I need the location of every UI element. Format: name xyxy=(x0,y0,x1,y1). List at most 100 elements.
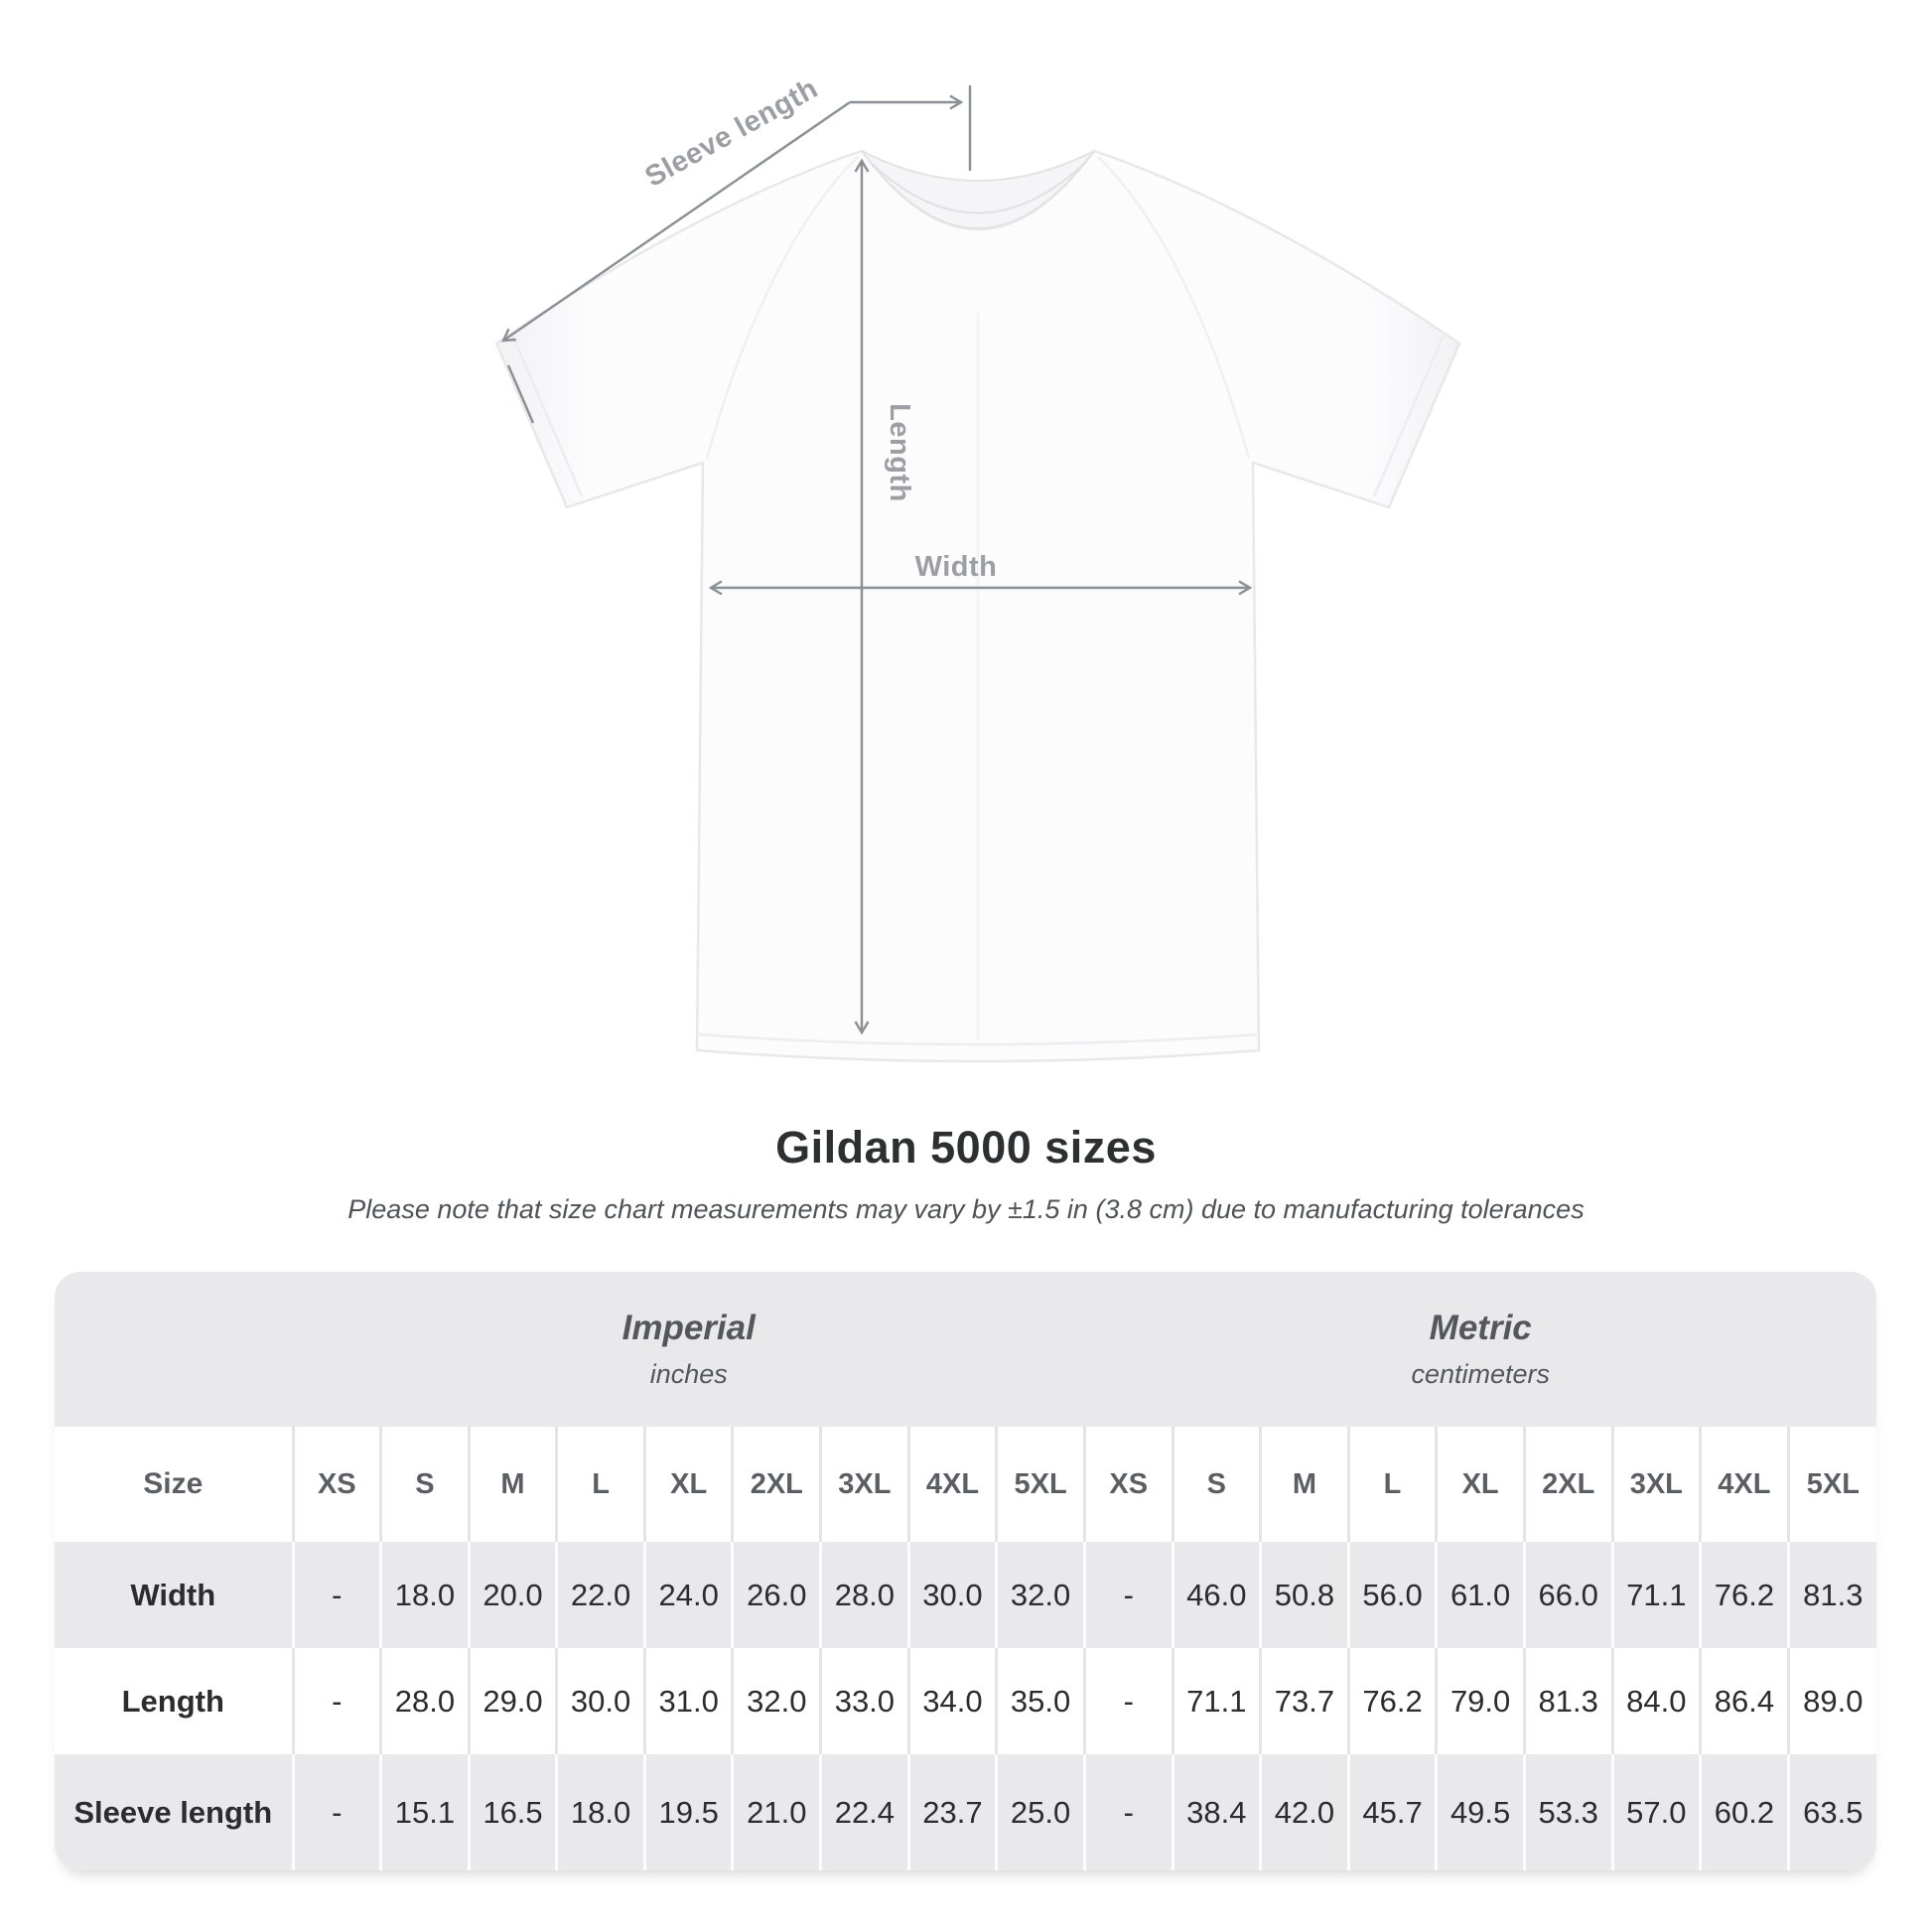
table-cell: 19.5 xyxy=(642,1754,733,1870)
table-cell: 53.3 xyxy=(1522,1754,1612,1870)
tolerance-note: Please note that size chart measurements… xyxy=(347,1194,1585,1224)
table-cell: 15.1 xyxy=(379,1754,470,1870)
table-cell: 25.0 xyxy=(995,1754,1085,1870)
table-cell: 57.0 xyxy=(1610,1754,1701,1870)
length-row: Length - 28.0 29.0 30.0 31.0 32.0 33.0 3… xyxy=(55,1648,1876,1754)
table-cell: 76.2 xyxy=(1699,1542,1789,1648)
metric-header: Metric centimeters xyxy=(1084,1272,1876,1427)
table-cell: 56.0 xyxy=(1346,1542,1437,1648)
dimension-lines xyxy=(501,85,1253,1035)
table-cell: 71.1 xyxy=(1610,1542,1701,1648)
length-label: Length xyxy=(884,403,915,502)
table-cell: 66.0 xyxy=(1522,1542,1612,1648)
table-cell: 28.0 xyxy=(819,1542,909,1648)
table-cell: 18.0 xyxy=(379,1542,470,1648)
size-col-header: 4XL xyxy=(906,1427,997,1542)
size-col-header: L xyxy=(555,1427,645,1542)
row-label: Length xyxy=(55,1648,294,1754)
table-cell: 63.5 xyxy=(1786,1754,1876,1870)
width-label: Width xyxy=(915,551,998,583)
size-col-header: 3XL xyxy=(1610,1427,1701,1542)
left-armhole-seam xyxy=(705,156,859,460)
table-cell: 23.7 xyxy=(906,1754,997,1870)
table-cell: 42.0 xyxy=(1259,1754,1349,1870)
row-label: Sleeve length xyxy=(55,1754,294,1870)
sleeve-length-row: Sleeve length - 15.1 16.5 18.0 19.5 21.0… xyxy=(55,1754,1876,1870)
table-cell: 46.0 xyxy=(1171,1542,1261,1648)
table-cell: 28.0 xyxy=(379,1648,470,1754)
table-cell: 21.0 xyxy=(731,1754,821,1870)
table-cell: 32.0 xyxy=(995,1542,1085,1648)
tshirt-illustration xyxy=(494,149,1461,1063)
page-title: Gildan 5000 sizes xyxy=(775,1122,1157,1173)
table-cell: 16.5 xyxy=(467,1754,557,1870)
table-cell: - xyxy=(291,1648,381,1754)
size-col-header: XS xyxy=(1082,1427,1173,1542)
table-cell: 30.0 xyxy=(555,1648,645,1754)
tshirt-collar xyxy=(861,150,1095,229)
sleeve-arrow-diagonal xyxy=(501,101,851,343)
size-header-row: Size XS S M L XL 2XL 3XL 4XL 5XL XS S M … xyxy=(55,1427,1876,1542)
table-cell: 33.0 xyxy=(819,1648,909,1754)
size-col-header: M xyxy=(467,1427,557,1542)
table-cell: 50.8 xyxy=(1259,1542,1349,1648)
table-cell: 86.4 xyxy=(1699,1648,1789,1754)
table-cell: 89.0 xyxy=(1786,1648,1876,1754)
table-cell: 29.0 xyxy=(467,1648,557,1754)
width-row: Width - 18.0 20.0 22.0 24.0 26.0 28.0 30… xyxy=(55,1542,1876,1648)
table-cell: 24.0 xyxy=(642,1542,733,1648)
size-header-cell: Size xyxy=(55,1427,294,1542)
table-cell: 60.2 xyxy=(1699,1754,1789,1870)
row-label: Width xyxy=(55,1542,294,1648)
table-cell: - xyxy=(1082,1648,1173,1754)
table-cell: 81.3 xyxy=(1522,1648,1612,1754)
table-cell: 61.0 xyxy=(1435,1542,1525,1648)
tshirt-measurement-diagram: Sleeve length Length Width xyxy=(494,72,1461,1063)
size-col-header: 5XL xyxy=(1786,1427,1876,1542)
right-cuff-seam xyxy=(1372,332,1447,497)
size-col-header: S xyxy=(379,1427,470,1542)
table-cell: 84.0 xyxy=(1610,1648,1701,1754)
sleeve-end-tick xyxy=(506,364,535,424)
collar-band-seam xyxy=(869,161,1087,214)
size-chart-table: Imperial inches Metric centimeters Size … xyxy=(55,1272,1876,1870)
table-cell: 34.0 xyxy=(906,1648,997,1754)
table-cell: 81.3 xyxy=(1786,1542,1876,1648)
table-cell: 73.7 xyxy=(1259,1648,1349,1754)
imperial-unit: inches xyxy=(649,1358,728,1389)
size-col-header: 5XL xyxy=(995,1427,1085,1542)
unit-header-spacer xyxy=(55,1272,294,1427)
table-cell: 31.0 xyxy=(642,1648,733,1754)
size-col-header: M xyxy=(1259,1427,1349,1542)
right-armhole-seam xyxy=(1097,156,1251,460)
table-cell: 49.5 xyxy=(1435,1754,1525,1870)
hem-seam xyxy=(698,1033,1258,1046)
size-col-header: 2XL xyxy=(1522,1427,1612,1542)
left-cuff-seam xyxy=(509,332,584,497)
table-cell: 18.0 xyxy=(555,1754,645,1870)
table-cell: 20.0 xyxy=(467,1542,557,1648)
size-col-header: XL xyxy=(642,1427,733,1542)
unit-header-row: Imperial inches Metric centimeters xyxy=(55,1272,1876,1427)
size-col-header: S xyxy=(1171,1427,1261,1542)
table-cell: - xyxy=(291,1542,381,1648)
table-cell: - xyxy=(1082,1542,1173,1648)
table-cell: 22.0 xyxy=(555,1542,645,1648)
table-cell: 35.0 xyxy=(995,1648,1085,1754)
table-cell: 79.0 xyxy=(1435,1648,1525,1754)
size-col-header: 4XL xyxy=(1699,1427,1789,1542)
table-cell: - xyxy=(1082,1754,1173,1870)
table-cell: 32.0 xyxy=(731,1648,821,1754)
table-cell: 26.0 xyxy=(731,1542,821,1648)
table-cell: 38.4 xyxy=(1171,1754,1261,1870)
imperial-label: Imperial xyxy=(621,1309,756,1348)
metric-label: Metric xyxy=(1429,1309,1532,1348)
table-cell: 71.1 xyxy=(1171,1648,1261,1754)
table-cell: - xyxy=(291,1754,381,1870)
size-col-header: 3XL xyxy=(819,1427,909,1542)
size-col-header: XL xyxy=(1435,1427,1525,1542)
metric-unit: centimeters xyxy=(1411,1358,1550,1389)
imperial-header: Imperial inches xyxy=(293,1272,1085,1427)
table-cell: 30.0 xyxy=(906,1542,997,1648)
